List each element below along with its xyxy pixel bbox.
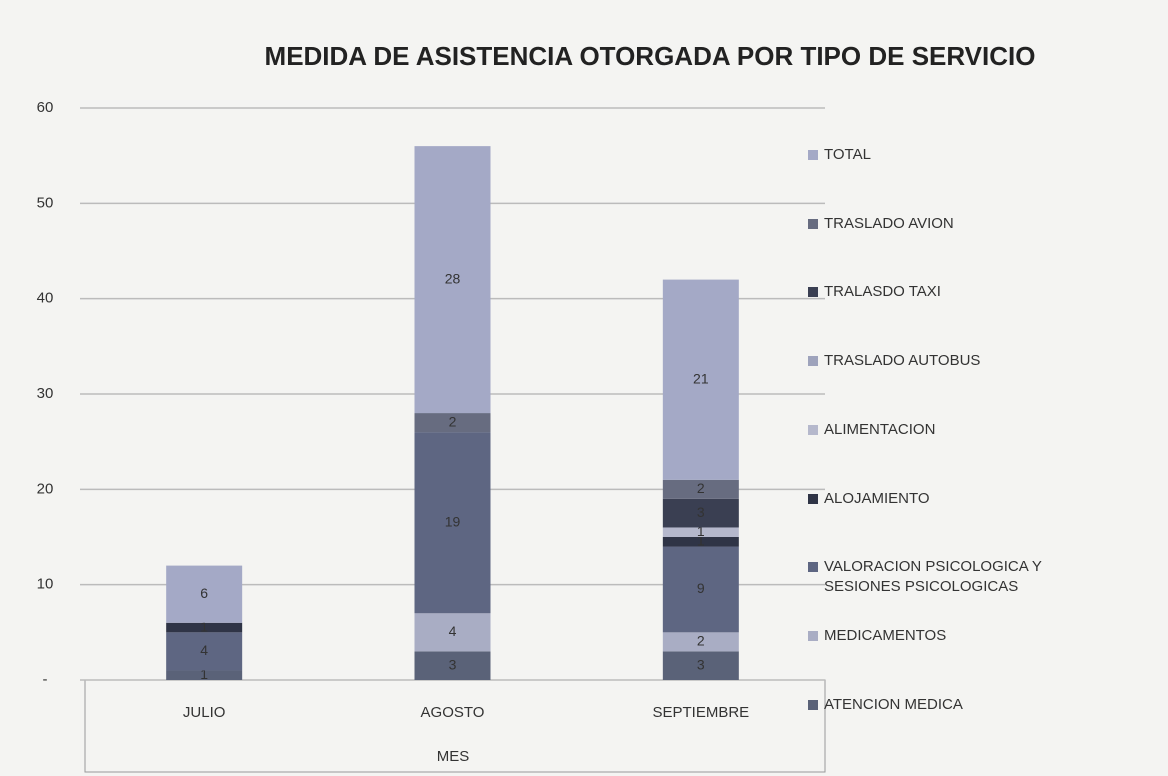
- bar-segment: [166, 622, 243, 633]
- bar-segment: [166, 670, 243, 680]
- legend-label: ATENCION MEDICA: [824, 695, 963, 713]
- y-tick-label: -: [43, 671, 48, 688]
- bar-segment: [662, 498, 739, 528]
- legend-swatch: [808, 562, 818, 573]
- legend-label: TOTAL: [824, 146, 871, 163]
- x-tick-label: SEPTIEMBRE: [652, 704, 749, 721]
- data-label: 1: [200, 666, 208, 682]
- legend-item: ALOJAMIENTO: [808, 489, 1098, 509]
- legend-swatch: [808, 150, 818, 160]
- legend-swatch: [808, 630, 818, 641]
- legend-swatch: [808, 287, 818, 298]
- data-label: 1: [697, 523, 705, 539]
- legend-label: VALORACION PSICOLOGICA Y SESIONES PSICOL…: [824, 558, 1042, 596]
- legend-label: ALOJAMIENTO: [824, 489, 930, 507]
- y-tick-label: 10: [37, 576, 54, 593]
- legend-item: ATENCION MEDICA: [808, 695, 1098, 715]
- legend-label: TRASLADO AVION: [824, 214, 954, 232]
- data-label: 3: [697, 504, 705, 520]
- bar-segment: [662, 537, 739, 547]
- bar-segment: [414, 651, 491, 680]
- legend-swatch: [808, 699, 818, 710]
- legend-swatch: [808, 493, 818, 504]
- legend-label: ALIMENTACION: [824, 420, 936, 438]
- legend-item: ALIMENTACION: [808, 420, 1098, 440]
- bar-segment: [662, 632, 739, 652]
- data-label: 2: [449, 413, 457, 429]
- bar-segment: [662, 651, 739, 680]
- chart-title: MEDIDA DE ASISTENCIA OTORGADA POR TIPO D…: [265, 41, 1036, 71]
- y-tick-label: 30: [37, 385, 54, 402]
- data-label: 1: [200, 618, 208, 634]
- data-label: 4: [449, 623, 457, 639]
- data-label: 3: [449, 656, 457, 672]
- x-tick-label: JULIO: [183, 704, 226, 721]
- bar-segment: [662, 546, 739, 633]
- bar-segment: [414, 432, 491, 614]
- legend-item: TRASLADO AVION: [808, 214, 1098, 234]
- legend-item: TRALASDO TAXI: [808, 282, 1098, 302]
- data-label: 21: [693, 370, 709, 386]
- legend-swatch: [808, 218, 818, 229]
- bar-segment: [414, 613, 491, 652]
- data-label: 9: [697, 580, 705, 596]
- legend-swatch: [808, 424, 818, 435]
- data-label: 28: [445, 270, 461, 286]
- legend-swatch: [808, 356, 818, 367]
- legend-label: MEDICAMENTOS: [824, 626, 947, 644]
- bar-segment: [166, 632, 243, 671]
- data-label: 1: [697, 532, 705, 548]
- bar-segment: [662, 479, 739, 499]
- y-tick-label: 60: [37, 99, 54, 116]
- y-tick-label: 20: [37, 480, 54, 497]
- y-tick-label: 40: [37, 290, 54, 307]
- data-label: 3: [697, 656, 705, 672]
- data-label: 19: [445, 513, 461, 529]
- data-label: 6: [200, 585, 208, 601]
- data-label: 2: [697, 633, 705, 649]
- bar-segment: [662, 527, 739, 537]
- x-tick-label: AGOSTO: [421, 704, 485, 721]
- legend-item: VALORACION PSICOLOGICA Y SESIONES PSICOL…: [808, 557, 1098, 597]
- legend-label: TRASLADO AUTOBUS: [824, 352, 981, 370]
- legend-item: TOTAL: [808, 145, 1098, 165]
- data-label: 2: [697, 480, 705, 496]
- bar-segment: [414, 146, 491, 414]
- legend-label: TRALASDO TAXI: [824, 283, 941, 301]
- x-axis-title: MES: [437, 748, 470, 765]
- bar-segment: [166, 565, 243, 623]
- legend-item: MEDICAMENTOS: [808, 626, 1098, 646]
- data-label: 4: [200, 642, 208, 658]
- bar-segment: [414, 413, 491, 433]
- bar-segment: [662, 279, 739, 480]
- y-tick-label: 50: [37, 194, 54, 211]
- legend-item: TRASLADO AUTOBUS: [808, 351, 1098, 371]
